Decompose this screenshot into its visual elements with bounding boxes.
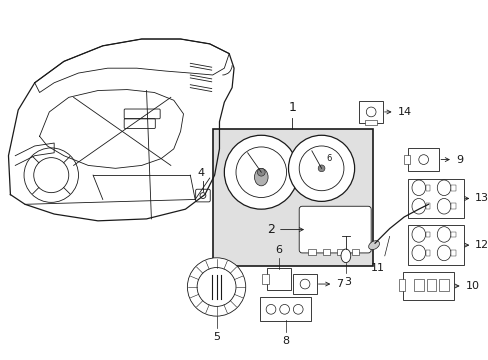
Bar bbox=[212, 130, 372, 266]
Text: 1: 1 bbox=[288, 101, 296, 114]
Text: 6: 6 bbox=[275, 245, 282, 255]
Bar bbox=[450, 203, 455, 209]
Text: 8: 8 bbox=[282, 336, 288, 346]
Text: 4: 4 bbox=[197, 168, 204, 178]
Text: 10: 10 bbox=[465, 281, 479, 291]
Ellipse shape bbox=[254, 168, 267, 186]
Ellipse shape bbox=[426, 200, 435, 207]
Bar bbox=[307, 249, 315, 255]
FancyBboxPatch shape bbox=[402, 272, 453, 300]
Bar bbox=[450, 250, 455, 256]
Bar bbox=[413, 279, 423, 291]
Bar bbox=[351, 249, 359, 255]
Text: 9: 9 bbox=[455, 154, 462, 165]
Bar bbox=[336, 249, 344, 255]
Bar bbox=[450, 185, 455, 191]
Bar bbox=[426, 279, 435, 291]
Circle shape bbox=[257, 168, 264, 176]
Text: 6: 6 bbox=[326, 154, 331, 163]
Text: 13: 13 bbox=[474, 193, 488, 203]
Bar bbox=[438, 279, 448, 291]
Bar bbox=[262, 274, 268, 284]
Ellipse shape bbox=[368, 241, 379, 249]
Bar bbox=[399, 279, 405, 291]
Circle shape bbox=[318, 165, 325, 172]
Bar bbox=[425, 203, 429, 209]
FancyBboxPatch shape bbox=[195, 189, 210, 202]
Text: 2: 2 bbox=[266, 223, 274, 236]
Bar bbox=[425, 250, 429, 256]
Circle shape bbox=[224, 135, 298, 209]
Text: 11: 11 bbox=[370, 263, 384, 273]
Bar bbox=[365, 120, 376, 125]
FancyBboxPatch shape bbox=[407, 179, 463, 219]
Bar bbox=[322, 249, 330, 255]
Bar bbox=[425, 231, 429, 237]
Bar bbox=[450, 231, 455, 237]
Text: 14: 14 bbox=[397, 107, 411, 117]
Text: 12: 12 bbox=[474, 240, 488, 250]
Ellipse shape bbox=[340, 249, 350, 263]
Bar bbox=[425, 185, 429, 191]
Text: 3: 3 bbox=[344, 277, 350, 287]
Text: 5: 5 bbox=[213, 332, 220, 342]
FancyBboxPatch shape bbox=[292, 274, 317, 294]
Text: 7: 7 bbox=[335, 279, 343, 289]
Circle shape bbox=[288, 135, 354, 201]
FancyBboxPatch shape bbox=[299, 206, 370, 253]
FancyBboxPatch shape bbox=[358, 101, 383, 123]
FancyBboxPatch shape bbox=[407, 148, 438, 171]
FancyBboxPatch shape bbox=[266, 268, 290, 291]
FancyBboxPatch shape bbox=[407, 225, 463, 265]
Bar bbox=[404, 155, 409, 165]
FancyBboxPatch shape bbox=[259, 297, 311, 321]
Circle shape bbox=[187, 258, 245, 316]
